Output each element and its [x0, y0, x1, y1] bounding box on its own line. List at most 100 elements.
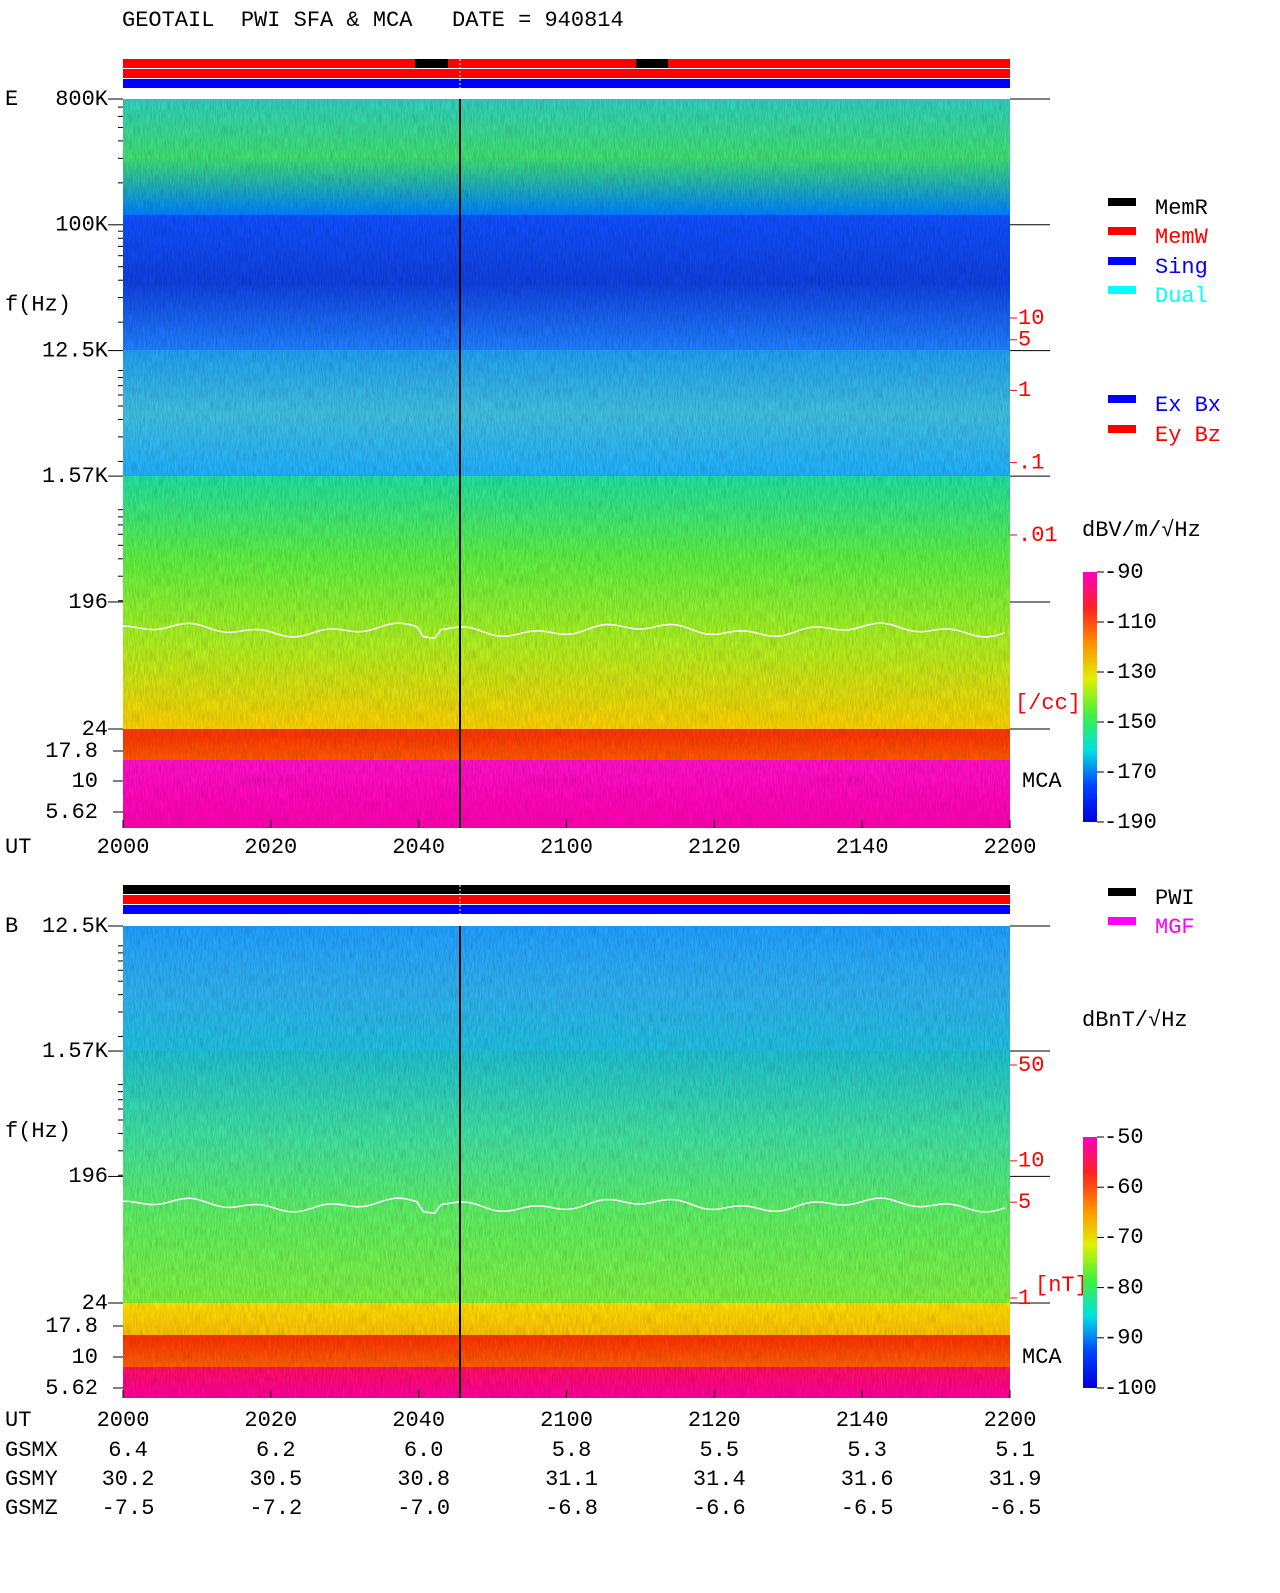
colorbar	[1083, 572, 1097, 822]
density-tick-label: 10	[1018, 1149, 1044, 1174]
x-tick-label: 2020	[244, 835, 297, 860]
colorbar-tick-label: -50	[1104, 1125, 1144, 1150]
orbit-value: -6.5	[989, 1496, 1042, 1521]
status-block	[415, 59, 448, 68]
y-axis-label: f(Hz)	[5, 293, 71, 318]
mca-label: MCA	[1022, 1345, 1062, 1370]
legend-label: Dual	[1155, 284, 1208, 309]
orbit-value: 30.8	[397, 1467, 450, 1492]
mca-tick-label: 10	[72, 1345, 98, 1370]
y-tick-label: 1.57K	[42, 464, 109, 489]
colorbar-tick-label: -80	[1104, 1275, 1144, 1300]
x-tick-label: 2140	[836, 1408, 889, 1433]
legend-swatch	[1108, 198, 1136, 206]
orbit-value: 6.2	[256, 1438, 296, 1463]
y-axis-label: f(Hz)	[5, 1119, 71, 1144]
status-bar	[123, 59, 1010, 68]
mca-tick-label: 17.8	[45, 739, 98, 764]
orbit-value: -7.2	[249, 1496, 302, 1521]
x-tick-label: 2020	[244, 1408, 297, 1433]
legend-swatch	[1108, 286, 1136, 294]
legend-swatch	[1108, 395, 1136, 403]
status-bar	[123, 885, 1010, 894]
colorbar-label: dBnT/√Hz	[1082, 1008, 1188, 1033]
legend-label: MemR	[1155, 196, 1208, 221]
spectrum-texture	[123, 926, 1010, 1398]
legend-swatch	[1108, 227, 1136, 235]
colorbar-tick-label: -70	[1104, 1225, 1144, 1250]
mca-tick-label: 17.8	[45, 1314, 98, 1339]
plasma-line	[122, 1197, 1006, 1214]
orbit-value: 6.0	[404, 1438, 444, 1463]
density-label: [/cc]	[1015, 691, 1081, 716]
orbit-value: 30.5	[249, 1467, 302, 1492]
colorbar-tick-label: -60	[1104, 1175, 1144, 1200]
orbit-value: 6.4	[108, 1438, 148, 1463]
orbit-value: 5.1	[995, 1438, 1035, 1463]
mca-tick-label: 5.62	[45, 1376, 98, 1401]
colorbar-tick-label: -110	[1104, 610, 1157, 635]
colorbar-tick-label: -150	[1104, 710, 1157, 735]
mca-tick-label: 10	[72, 769, 98, 794]
orbit-value: -7.5	[102, 1496, 155, 1521]
x-axis-label: UT	[5, 835, 31, 860]
orbit-value: 5.5	[700, 1438, 740, 1463]
orbit-value: 31.1	[545, 1467, 598, 1492]
x-tick-label: 2040	[392, 835, 445, 860]
status-block	[636, 59, 668, 68]
status-bar	[123, 905, 1010, 914]
y-tick-label: 196	[68, 1164, 108, 1189]
orbit-value: -7.0	[397, 1496, 450, 1521]
y-tick-label: 100K	[55, 213, 109, 238]
x-tick-label: 2200	[984, 835, 1037, 860]
colorbar-tick-label: -170	[1104, 760, 1157, 785]
colorbar-label: dBV/m/√Hz	[1082, 518, 1201, 543]
mca-label: MCA	[1022, 769, 1062, 794]
orbit-row-label: GSMY	[5, 1467, 58, 1492]
orbit-value: -6.6	[693, 1496, 746, 1521]
status-bar	[123, 895, 1010, 904]
y-tick-label: 196	[68, 590, 108, 615]
y-tick-label: 1.57K	[42, 1039, 109, 1064]
density-tick-label: 1	[1018, 378, 1031, 403]
density-tick-label: 50	[1018, 1053, 1044, 1078]
x-tick-label: 2100	[540, 835, 593, 860]
x-tick-label: 2000	[97, 835, 150, 860]
legend-swatch	[1108, 257, 1136, 265]
spectrum-texture	[123, 99, 1010, 828]
density-tick-label: 1	[1018, 1286, 1031, 1311]
x-tick-label: 2040	[392, 1408, 445, 1433]
orbit-value: 31.4	[693, 1467, 746, 1492]
orbit-value: -6.5	[841, 1496, 894, 1521]
status-bar	[123, 79, 1010, 88]
colorbar-tick-label: -90	[1104, 560, 1144, 585]
orbit-value: 5.3	[847, 1438, 887, 1463]
density-tick-label: 5	[1018, 1190, 1031, 1215]
x-tick-label: 2000	[97, 1408, 150, 1433]
legend-label: MemW	[1155, 225, 1209, 250]
orbit-value: 31.9	[989, 1467, 1042, 1492]
colorbar-tick-label: -90	[1104, 1326, 1144, 1351]
colorbar-tick-label: -100	[1104, 1376, 1157, 1401]
density-tick-label: .01	[1018, 523, 1058, 548]
y-tick-label: 12.5K	[42, 914, 109, 939]
legend-label: MGF	[1155, 915, 1195, 940]
mca-tick-label: 5.62	[45, 800, 98, 825]
status-bar	[123, 69, 1010, 78]
orbit-value: 5.8	[552, 1438, 592, 1463]
x-tick-label: 2100	[540, 1408, 593, 1433]
panel-label: E	[5, 87, 18, 112]
plasma-line	[122, 622, 1006, 639]
orbit-row-label: GSMX	[5, 1438, 58, 1463]
density-tick-label: .1	[1018, 450, 1044, 475]
density-tick-label: 10	[1018, 306, 1044, 331]
density-label: [nT]	[1035, 1273, 1088, 1298]
legend-swatch	[1108, 888, 1136, 896]
orbit-value: -6.8	[545, 1496, 598, 1521]
legend-swatch	[1108, 917, 1136, 925]
x-tick-label: 2120	[688, 1408, 741, 1433]
x-axis-label: UT	[5, 1408, 31, 1433]
